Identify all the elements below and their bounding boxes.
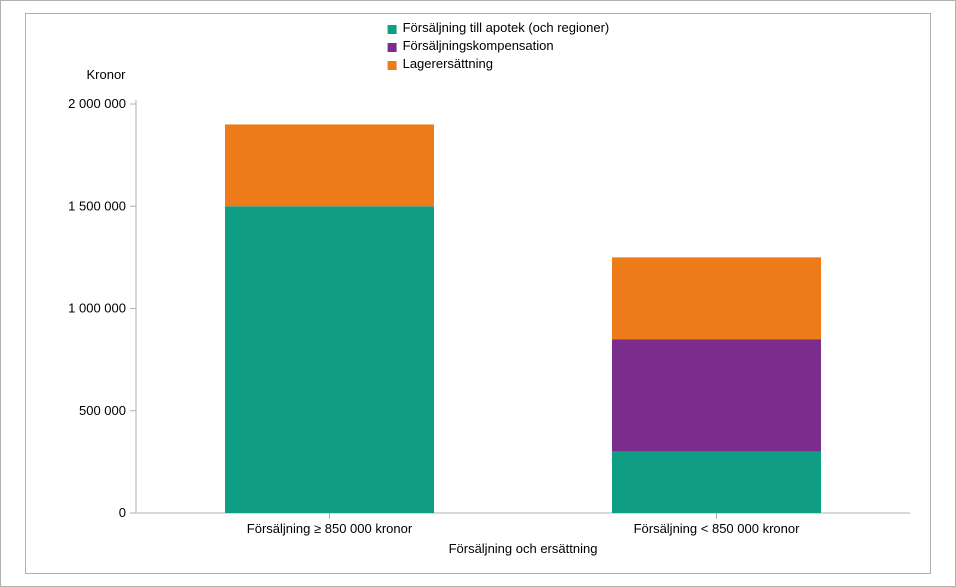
- legend-swatch: [388, 25, 397, 34]
- bar-segment: [225, 206, 434, 513]
- x-tick-label: Försäljning < 850 000 kronor: [634, 521, 801, 536]
- y-tick-label: 1 500 000: [68, 198, 126, 213]
- bar-segment: [225, 124, 434, 206]
- y-tick-label: 2 000 000: [68, 96, 126, 111]
- bar-segment: [612, 257, 821, 339]
- x-tick-label: Försäljning ≥ 850 000 kronor: [247, 521, 413, 536]
- legend-label: Försäljning till apotek (och regioner): [403, 20, 610, 35]
- legend-swatch: [388, 61, 397, 70]
- bar-segment: [612, 339, 821, 451]
- stacked-bar-chart: 0 500 000 1 000 000 1 500 000 2 000 000 Krono…: [26, 14, 930, 573]
- plot-area: 0 500 000 1 000 000 1 500 000 2 000 000 Krono…: [26, 14, 930, 573]
- legend-swatch: [388, 43, 397, 52]
- x-axis-title: Försäljning och ersättning: [449, 541, 598, 556]
- legend-label: Försäljningskompensation: [403, 38, 554, 53]
- bar-segment: [612, 452, 821, 513]
- legend-label: Lagerersättning: [403, 56, 493, 71]
- y-tick-label: 1 000 000: [68, 301, 126, 316]
- chart-outer-panel: 0 500 000 1 000 000 1 500 000 2 000 000 Krono…: [0, 0, 956, 587]
- y-tick-label: 500 000: [79, 403, 126, 418]
- y-tick-label: 0: [119, 505, 126, 520]
- y-axis-title: Kronor: [86, 67, 126, 82]
- chart-inner-panel: 0 500 000 1 000 000 1 500 000 2 000 000 Krono…: [25, 13, 931, 574]
